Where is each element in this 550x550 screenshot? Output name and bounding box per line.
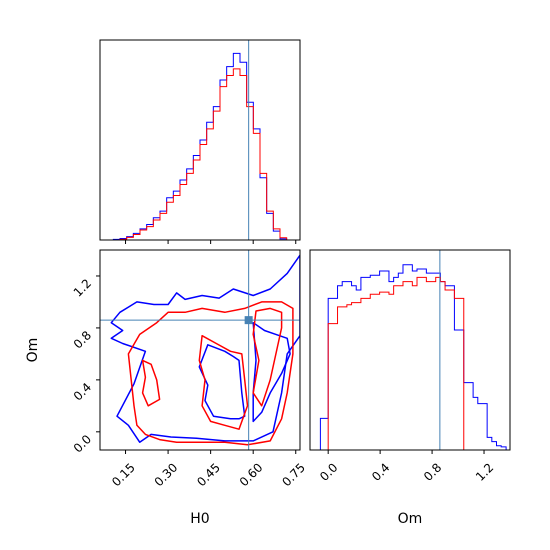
h0-histogram-panel bbox=[99, 39, 301, 244]
h0-tick-label: 0.30 bbox=[152, 460, 181, 489]
h0-tick-label: 0.60 bbox=[237, 460, 266, 489]
h0-tick-label: 0.15 bbox=[109, 460, 138, 489]
om-x-tick-label: 0.4 bbox=[369, 460, 392, 483]
h0-tick-label: 0.75 bbox=[279, 460, 308, 489]
y-axis-label-om: Om bbox=[25, 338, 41, 363]
h0-tick-label: 0.45 bbox=[194, 460, 223, 489]
joint-frame bbox=[99, 249, 301, 451]
contour-red-6 bbox=[252, 307, 283, 407]
om-histogram-panel: 0.0 0.4 0.8 1.2 Om bbox=[309, 249, 511, 527]
om-histogram-bars bbox=[319, 264, 510, 450]
contour-blue-0 bbox=[110, 254, 300, 443]
h0-histogram-frame bbox=[99, 39, 301, 241]
om-histogram-blue bbox=[319, 264, 510, 450]
contour-red-3 bbox=[127, 301, 294, 446]
om-x-tick-label: 0.8 bbox=[421, 460, 444, 483]
x-axis-label-om: Om bbox=[398, 511, 423, 527]
om-tick-label: 0.8 bbox=[71, 328, 94, 351]
contour-red-4 bbox=[198, 334, 249, 430]
om-x-tick-label: 0.0 bbox=[317, 460, 340, 483]
om-tick-label: 0.0 bbox=[71, 432, 94, 455]
h0-om-contour-panel: 0.15 0.30 0.45 0.60 0.75 0.0 0.4 0.8 1.2 H0 Om bbox=[25, 249, 308, 527]
x-axis-label-h0: H0 bbox=[190, 511, 209, 527]
om-histogram-frame bbox=[309, 249, 511, 451]
om-x-tick-label: 1.2 bbox=[473, 460, 496, 483]
contour-red-5 bbox=[141, 359, 161, 407]
truth-marker bbox=[244, 316, 253, 325]
contour-blue-1 bbox=[198, 344, 246, 420]
om-histogram-red bbox=[320, 276, 510, 450]
h0-histogram-red bbox=[100, 68, 300, 241]
contour-group bbox=[110, 254, 300, 446]
om-tick-label: 0.4 bbox=[71, 380, 94, 403]
om-tick-label: 1.2 bbox=[71, 276, 94, 299]
